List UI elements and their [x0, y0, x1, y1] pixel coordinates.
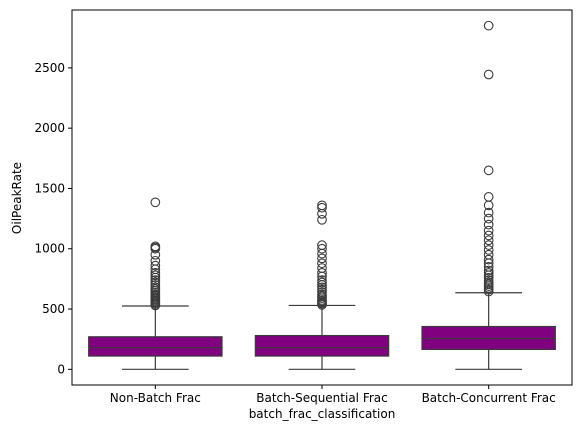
- outlier-point: [483, 254, 494, 265]
- box-group: [254, 200, 390, 370]
- outlier-point: [483, 207, 494, 218]
- outlier-point: [483, 249, 494, 260]
- outlier-point: [317, 275, 327, 285]
- outlier-point: [483, 265, 494, 276]
- outlier-point: [483, 20, 494, 31]
- outlier-point: [317, 240, 327, 250]
- outlier-point: [150, 282, 161, 293]
- outlier-point: [483, 245, 494, 255]
- outlier-point: [150, 280, 161, 290]
- y-tick-label: 1000: [34, 242, 65, 256]
- x-tick-label: Batch-Concurrent Frac: [422, 391, 556, 405]
- y-tick-label: 2000: [34, 121, 65, 135]
- y-tick-label: 2500: [34, 61, 65, 75]
- outlier-point: [317, 202, 327, 213]
- outlier-point: [317, 282, 327, 293]
- outlier-point: [150, 277, 161, 288]
- outlier-point: [317, 277, 327, 288]
- iqr-box: [421, 325, 556, 351]
- outlier-point: [150, 268, 161, 278]
- x-axis: Non-Batch Frac Batch-Sequential Frac Batch…: [110, 385, 556, 405]
- outlier-point: [483, 165, 494, 176]
- outlier-point: [317, 243, 327, 254]
- y-tick-label: 500: [42, 302, 65, 316]
- outlier-point: [483, 235, 494, 246]
- iqr-box: [88, 336, 223, 357]
- outlier-point: [483, 272, 494, 283]
- outlier-point: [483, 213, 494, 224]
- outlier-point: [150, 197, 161, 208]
- outlier-point: [483, 69, 494, 80]
- outlier-point: [150, 275, 161, 285]
- outlier-point: [317, 258, 327, 269]
- outlier-point: [317, 214, 327, 225]
- box-group: [88, 197, 223, 370]
- y-axis-label: OilPeakRate: [10, 162, 24, 234]
- outlier-point: [317, 284, 327, 295]
- outlier-point: [483, 277, 494, 288]
- outlier-point: [483, 261, 494, 272]
- outlier-point: [150, 260, 161, 271]
- outlier-point: [483, 240, 494, 250]
- outlier-point: [150, 270, 161, 281]
- outlier-point: [317, 289, 327, 300]
- x-tick-label: Batch-Sequential Frac: [256, 391, 388, 405]
- y-tick-label: 1500: [34, 181, 65, 195]
- outlier-point: [317, 253, 327, 264]
- outlier-point: [483, 268, 494, 278]
- x-axis-label: batch_frac_classification: [249, 407, 396, 421]
- outlier-point: [317, 287, 327, 298]
- outlier-point: [150, 241, 161, 252]
- outlier-point: [483, 275, 494, 285]
- outlier-point: [150, 255, 161, 266]
- y-tick-label: 0: [57, 362, 65, 376]
- outlier-point: [317, 263, 327, 273]
- box-group: [421, 20, 556, 370]
- iqr-box: [254, 334, 390, 357]
- y-axis: 0 500 1000 1500 2000 2500: [34, 61, 72, 376]
- boxes: [88, 20, 556, 370]
- outlier-point: [483, 219, 494, 230]
- outlier-point: [317, 200, 327, 211]
- outlier-point: [483, 225, 494, 236]
- outlier-point: [483, 230, 494, 241]
- outlier-point: [317, 268, 327, 278]
- x-tick-label: Non-Batch Frac: [110, 391, 201, 405]
- outlier-point: [483, 192, 494, 202]
